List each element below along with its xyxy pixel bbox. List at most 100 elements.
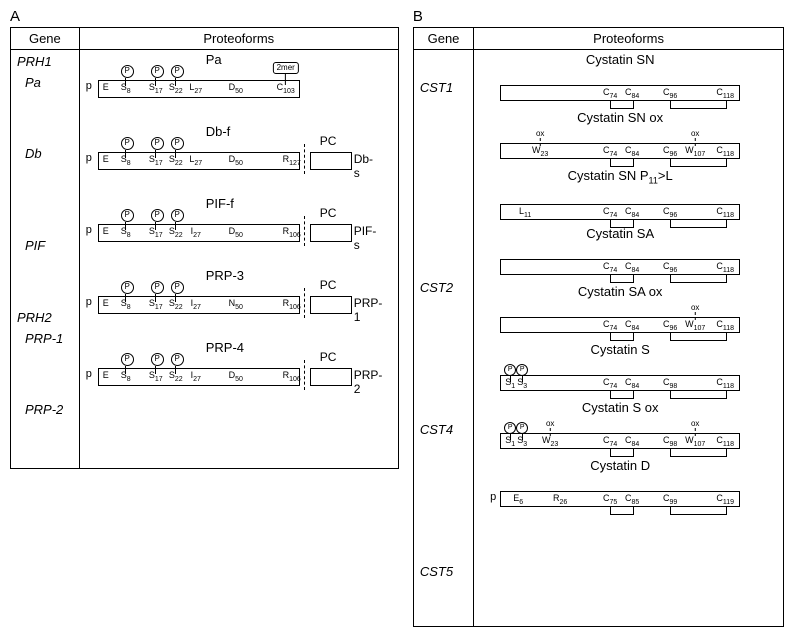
- disulfide-bracket: [610, 219, 634, 228]
- panel-b-header-gene: Gene: [413, 28, 473, 50]
- protein-bar: [500, 259, 740, 275]
- residue-label: E: [103, 154, 109, 164]
- disulfide-bracket: [670, 390, 727, 399]
- pyroglu-p: p: [86, 296, 92, 308]
- residue-label: C118: [716, 319, 734, 332]
- pyroglu-p: p: [86, 368, 92, 380]
- panel-a-header-prot: Proteoforms: [79, 28, 398, 50]
- pc-bar: [310, 368, 352, 386]
- gene-cell: CST5: [420, 564, 467, 622]
- proteoform-diagram: S1S3C74C84C98C118PP: [480, 357, 760, 403]
- residue-label: R127: [283, 154, 301, 167]
- panel-a-header-gene: Gene: [11, 28, 80, 50]
- protein-bar: [500, 204, 740, 220]
- proteoform-block: Cystatin S oxS1S3W23C74C84C98W107C118oxo…: [480, 400, 777, 458]
- short-form-label: Db-s: [354, 152, 376, 180]
- residue-label: D50: [229, 226, 243, 239]
- residue-label: C119: [716, 493, 734, 506]
- allele-name: Db: [25, 146, 73, 161]
- proteoform-diagram: C74C84C96C118: [480, 241, 760, 287]
- panel-b-tag: B: [413, 8, 784, 25]
- cleavage-dash: [304, 144, 305, 174]
- residue-label: C84: [625, 319, 639, 332]
- gene-cell: [420, 196, 467, 254]
- allele-name: Pa: [25, 75, 73, 90]
- disulfide-bracket: [610, 390, 634, 399]
- oxidation-icon: ox: [691, 419, 699, 436]
- protein-bar: [500, 85, 740, 101]
- residue-label: S17: [149, 154, 163, 167]
- pyroglu-p: p: [86, 80, 92, 92]
- residue-label: C74: [603, 145, 617, 158]
- disulfide-bracket: [610, 100, 634, 109]
- panel-a-gene-col: PRH1Pa Db PIF PRH2PRP-1 PRP-2: [11, 50, 80, 469]
- residue-label: E: [103, 82, 109, 92]
- cleavage-dash: [304, 288, 305, 318]
- residue-label: C118: [716, 435, 734, 448]
- pc-title: PC: [320, 134, 337, 148]
- oxidation-icon: ox: [691, 303, 699, 320]
- protein-bar: [500, 375, 740, 391]
- allele-name: PRP-2: [25, 402, 73, 417]
- residue-label: E: [103, 298, 109, 308]
- residue-label: C84: [625, 377, 639, 390]
- residue-label: W23: [532, 145, 548, 158]
- disulfide-bracket: [670, 274, 727, 283]
- short-form-label: PRP-1: [354, 296, 383, 324]
- residue-label: S17: [149, 298, 163, 311]
- pc-bar: [310, 152, 352, 170]
- residue-label: C98: [663, 377, 677, 390]
- disulfide-bracket: [610, 332, 634, 341]
- proteoform-diagram: W23C74C84C96W107C118oxox: [480, 125, 760, 171]
- gene-cell: PIF: [17, 238, 73, 300]
- residue-label: I27: [191, 226, 201, 239]
- gene-cell: PRH2PRP-1: [17, 310, 73, 372]
- gene-cell: PRH1Pa: [17, 54, 73, 116]
- disulfide-bracket: [610, 158, 634, 167]
- phospho-icon: P: [504, 359, 516, 382]
- proteoform-block: Cystatin SN oxW23C74C84C96W107C118oxox: [480, 110, 777, 168]
- residue-label: S17: [149, 82, 163, 95]
- gene-name: CST1: [420, 80, 467, 95]
- residue-label: S22: [169, 370, 183, 383]
- protein-bar: [500, 491, 740, 507]
- pc-title: PC: [320, 206, 337, 220]
- phospho-icon: P: [516, 359, 528, 382]
- gene-cell: CST4: [420, 422, 467, 480]
- panel-a-table: Gene Proteoforms PRH1Pa Db PIF PRH2PRP-1 PRP…: [10, 27, 399, 469]
- proteoform-block: Cystatin DpE6R26C75C85C99C119: [480, 458, 777, 516]
- residue-label: C74: [603, 87, 617, 100]
- residue-label: N50: [229, 298, 243, 311]
- residue-label: S17: [149, 370, 163, 383]
- residue-label: E6: [513, 493, 523, 506]
- residue-label: C84: [625, 145, 639, 158]
- residue-label: D50: [229, 82, 243, 95]
- proteoform-diagram: C74C84C96W107C118ox: [480, 299, 760, 345]
- short-form-label: PRP-2: [354, 368, 383, 396]
- residue-label: C84: [625, 435, 639, 448]
- panel-b-gene-col: CST1 CST2 CST4 CST5: [413, 50, 473, 627]
- residue-label: D50: [229, 370, 243, 383]
- gene-cell: Db: [17, 146, 73, 208]
- proteoform-title: Cystatin SN: [480, 52, 760, 67]
- residue-label: R106: [283, 370, 301, 383]
- residue-label: E: [103, 226, 109, 236]
- cleavage-dash: [304, 360, 305, 390]
- residue-label: S22: [169, 226, 183, 239]
- phospho-icon: P: [516, 417, 528, 440]
- residue-label: S8: [121, 154, 131, 167]
- residue-label: C74: [603, 319, 617, 332]
- gene-name: CST2: [420, 280, 467, 295]
- cleavage-dash: [304, 216, 305, 246]
- dimer-icon: 2mer: [273, 58, 299, 85]
- proteoform-diagram: S1S3W23C74C84C98W107C118oxoxPP: [480, 415, 760, 461]
- proteoform-title: PIF-f: [206, 196, 234, 211]
- oxidation-icon: ox: [546, 419, 554, 436]
- residue-label: E: [103, 370, 109, 380]
- pyroglu-p: p: [490, 491, 496, 503]
- disulfide-bracket: [670, 158, 727, 167]
- panel-b-table: Gene Proteoforms CST1CST2CST4CST5 Cystat…: [413, 27, 784, 627]
- residue-label: S17: [149, 226, 163, 239]
- proteoform-diagram: pPRP-3PPPES8S17S22I27N50R106PCPRP-1: [86, 268, 376, 330]
- residue-label: I27: [191, 370, 201, 383]
